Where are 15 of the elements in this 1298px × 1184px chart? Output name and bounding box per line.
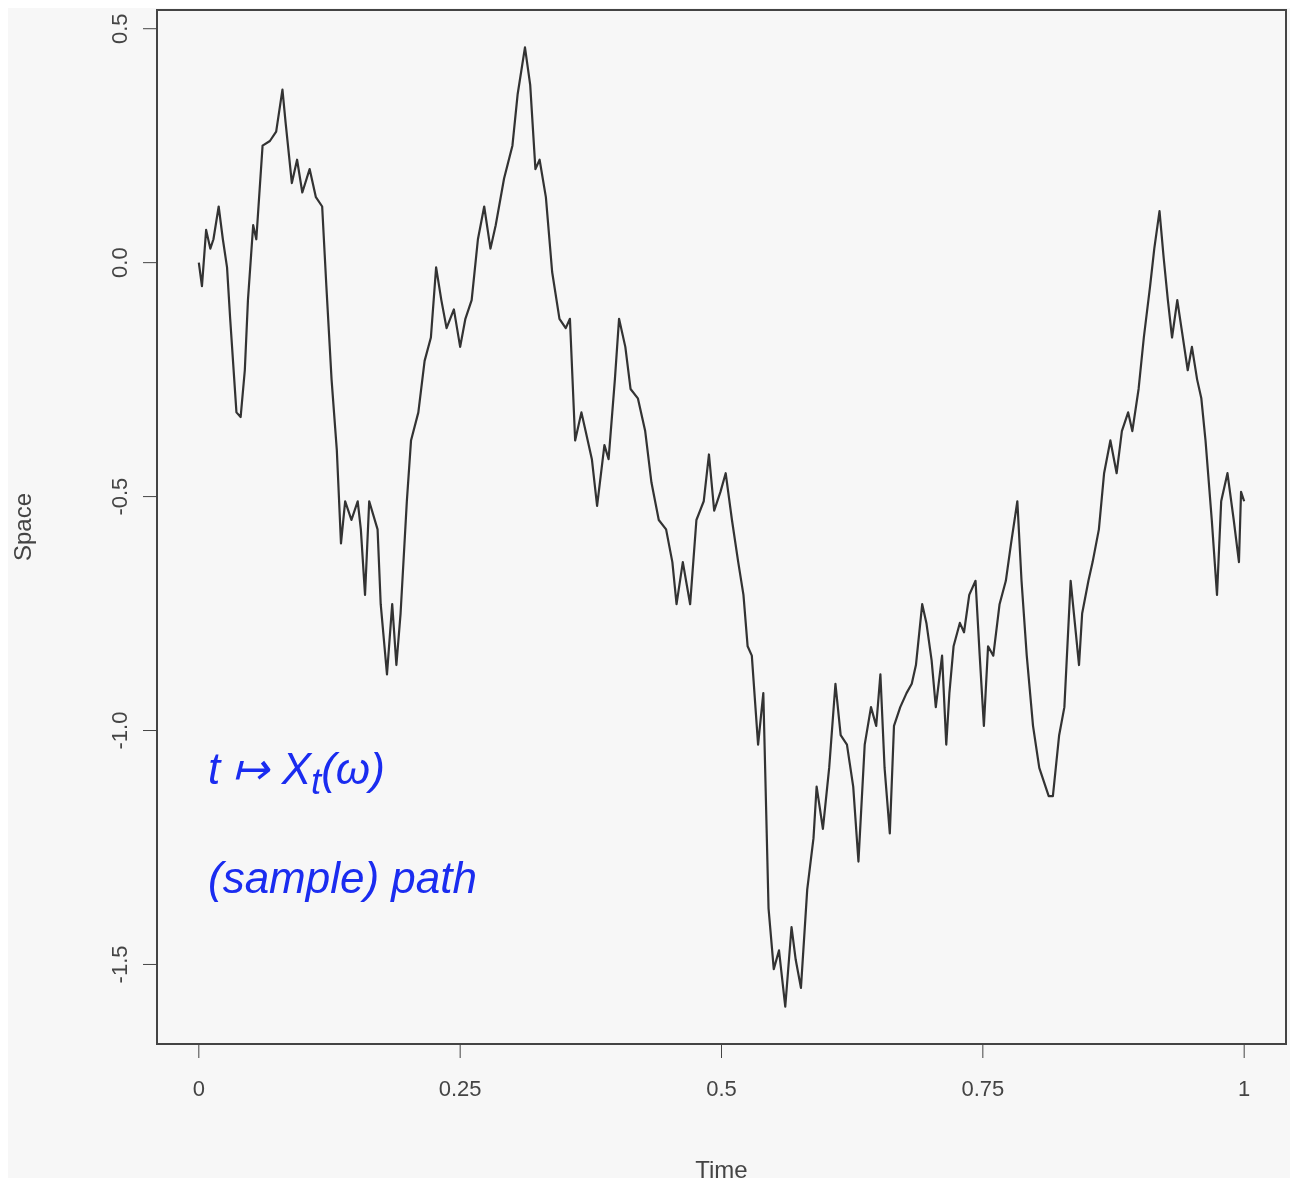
- y-tick-label: -1.0: [107, 711, 132, 750]
- x-tick-label: 0.5: [706, 1076, 737, 1101]
- annotation: (sample) path: [208, 853, 478, 902]
- y-tick-label: -0.5: [107, 477, 132, 516]
- x-tick-label: 0.25: [438, 1076, 482, 1101]
- x-axis-title: Time: [695, 1156, 748, 1183]
- x-tick-label: 0.75: [961, 1076, 1005, 1101]
- y-tick-label: 0.5: [107, 13, 132, 45]
- x-tick-label: 0: [192, 1076, 205, 1101]
- line-series: [197, 46, 1246, 1008]
- y-tick-label: -1.5: [107, 945, 132, 984]
- y-tick-label: 0.0: [107, 247, 132, 278]
- y-axis-title: Space: [8, 492, 36, 562]
- annotation: t ↦ X$_{t}$(ω): [208, 744, 385, 802]
- x-tick-label: 1: [1238, 1076, 1251, 1101]
